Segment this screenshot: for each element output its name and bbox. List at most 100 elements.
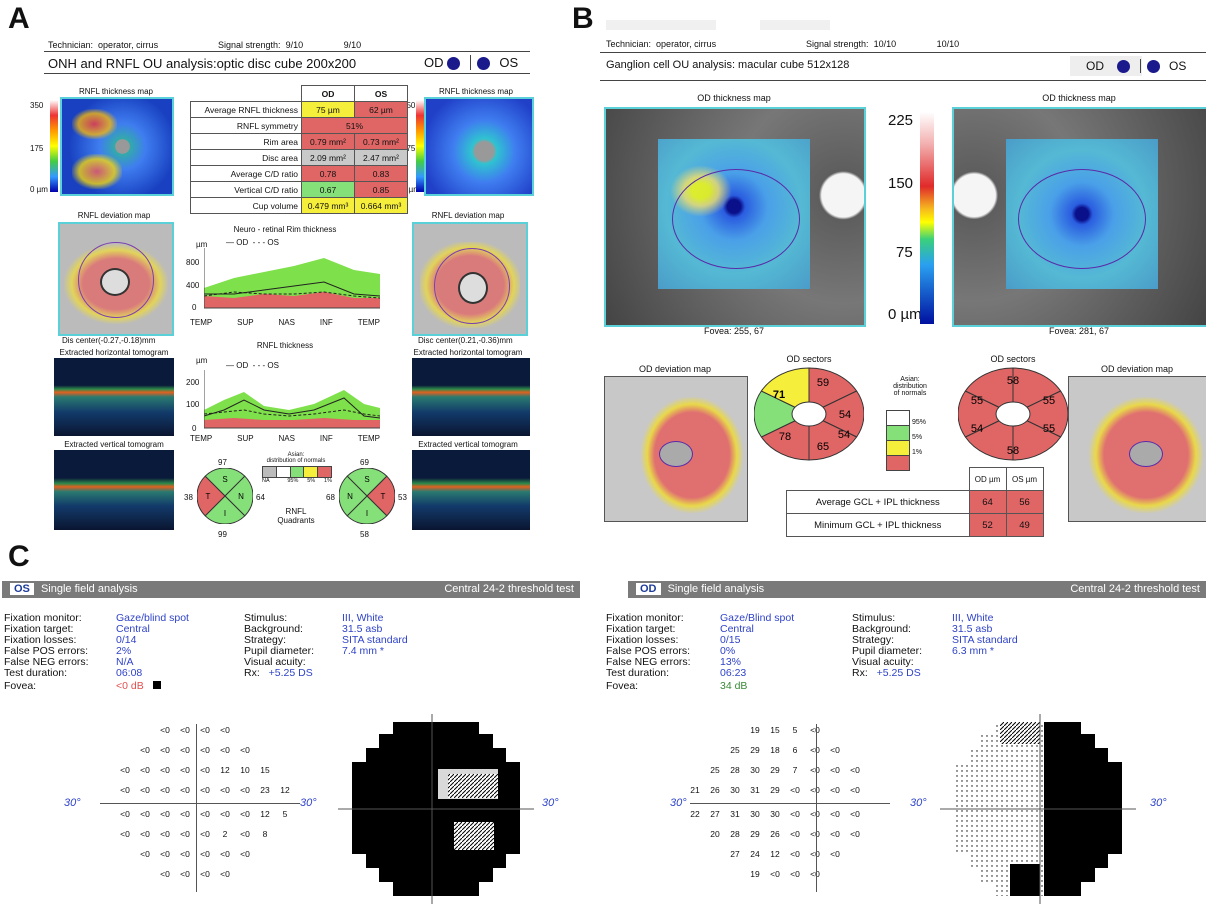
rnfl-parameter-table: OD OS Average RNFL thickness 75 µm 62 µm RN… xyxy=(190,85,408,214)
b-od-eye-icon xyxy=(1117,60,1131,74)
threshold-value: 26 xyxy=(770,829,780,839)
b-od-sectors-title: OD sectors xyxy=(786,354,832,364)
threshold-value: <0 xyxy=(810,765,820,775)
b-os-thickness-title: OD thickness map xyxy=(1042,93,1116,103)
threshold-value: <0 xyxy=(220,849,230,859)
svg-text:55: 55 xyxy=(971,395,983,407)
threshold-value: 27 xyxy=(710,809,720,819)
rim-abnormal-band xyxy=(204,292,380,308)
threshold-value: <0 xyxy=(160,785,170,795)
b-fovea-os: Fovea: 281, 67 xyxy=(1048,326,1110,336)
rim-thickness-chart xyxy=(204,248,380,309)
threshold-value: <0 xyxy=(810,725,820,735)
threshold-value: 24 xyxy=(750,849,760,859)
b-eye-indicator: OD OS xyxy=(1086,59,1187,74)
threshold-value: <0 xyxy=(810,869,820,879)
threshold-value: <0 xyxy=(850,785,860,795)
quadrant-label: RNFL Quadrants xyxy=(277,507,315,525)
threshold-value: <0 xyxy=(200,829,210,839)
threshold-value: 20 xyxy=(710,829,720,839)
threshold-value: <0 xyxy=(790,785,800,795)
threshold-value: 28 xyxy=(730,765,740,775)
threshold-value: 2 xyxy=(222,829,228,839)
threshold-value: <0 xyxy=(200,725,210,735)
rim-os-line xyxy=(204,291,380,299)
svg-text:65: 65 xyxy=(817,441,829,453)
b-thickness-colorbar xyxy=(920,112,934,324)
os-threshold-grid: <0 <0 <0 <0 <0 <0 <0 <0 <0 <0 <0 <0 <0 <0 <0 12 10 15 <0 <0… xyxy=(104,725,294,895)
svg-text:T: T xyxy=(381,492,386,501)
os-horizontal-tomogram xyxy=(412,358,530,436)
threshold-value: 6 xyxy=(792,745,798,755)
threshold-value: 25 xyxy=(710,765,720,775)
c-right-stim-labels: Stimulus: Background: Strategy: Pupil diam… xyxy=(852,612,923,679)
threshold-value: 30 xyxy=(770,809,780,819)
threshold-value: <0 xyxy=(180,725,190,735)
b-os-deviation-map xyxy=(1068,376,1206,522)
os-grayscale-plot xyxy=(338,714,534,904)
quadrant-legend-swatches xyxy=(262,466,332,478)
svg-text:54: 54 xyxy=(971,423,983,435)
threshold-value: <0 xyxy=(120,809,130,819)
threshold-value: <0 xyxy=(240,809,250,819)
quadrant-legend-labels: NA 95% 5% 1% xyxy=(262,478,332,484)
rim-od-line xyxy=(204,281,380,297)
os-rnfl-deviation-map xyxy=(412,222,528,336)
c-left-stim-labels: Stimulus: Background: Strategy: Pupil diam… xyxy=(244,612,315,679)
os-eye-icon xyxy=(476,57,490,71)
od-rnfl-deviation-title: RNFL deviation map xyxy=(77,211,151,220)
threshold-value: <0 xyxy=(810,785,820,795)
threshold-value: <0 xyxy=(160,809,170,819)
od-rnfl-quadrant-chart: S N I T xyxy=(197,468,253,524)
threshold-value: 29 xyxy=(770,785,780,795)
threshold-value: 15 xyxy=(770,725,780,735)
rnfl-chart-title: RNFL thickness xyxy=(256,341,314,350)
quadrant-legend-title: Asian: distribution of normals xyxy=(266,452,326,464)
threshold-value: <0 xyxy=(830,785,840,795)
threshold-value: <0 xyxy=(140,829,150,839)
threshold-value: 30 xyxy=(750,765,760,775)
threshold-value: 29 xyxy=(770,765,780,775)
threshold-value: <0 xyxy=(180,809,190,819)
threshold-value: <0 xyxy=(140,809,150,819)
threshold-value: 5 xyxy=(792,725,798,735)
svg-text:I: I xyxy=(366,509,368,518)
threshold-value: <0 xyxy=(140,765,150,775)
b-fovea-od: Fovea: 255, 67 xyxy=(703,326,765,336)
rnfl-thickness-chart xyxy=(204,370,380,429)
od-eye-icon xyxy=(447,57,461,71)
svg-text:58: 58 xyxy=(1007,445,1019,457)
gcl-ipl-table: OD µm OS µm Average GCL + IPL thickness 64… xyxy=(786,467,1044,537)
a-eye-indicator: OD OS xyxy=(424,55,519,71)
svg-text:55: 55 xyxy=(1043,423,1055,435)
fovea-marker-icon xyxy=(152,681,161,689)
threshold-value: <0 xyxy=(830,745,840,755)
threshold-value: <0 xyxy=(850,829,860,839)
threshold-value: 29 xyxy=(750,829,760,839)
rnfl-x-axis: TEMP SUP NAS INF TEMP xyxy=(190,434,380,443)
threshold-value: 31 xyxy=(730,809,740,819)
threshold-value: 18 xyxy=(770,745,780,755)
b-od-deviation-map xyxy=(604,376,748,522)
threshold-value: <0 xyxy=(220,785,230,795)
threshold-value: <0 xyxy=(240,785,250,795)
threshold-value: <0 xyxy=(160,849,170,859)
b-os-eye-icon xyxy=(1146,60,1160,74)
threshold-value: 12 xyxy=(260,809,270,819)
threshold-value: 12 xyxy=(220,765,230,775)
os-rnfl-map-title: RNFL thickness map xyxy=(439,87,513,96)
b-od-thickness-title: OD thickness map xyxy=(697,93,771,103)
svg-text:N: N xyxy=(238,492,244,501)
threshold-value: <0 xyxy=(180,849,190,859)
threshold-value: <0 xyxy=(810,849,820,859)
od-disc-center: Dis center(-0.27,-0.18)mm xyxy=(62,336,156,345)
threshold-value: <0 xyxy=(140,745,150,755)
panel-a-label: A xyxy=(8,2,30,35)
rnfl-os-line xyxy=(204,409,380,417)
threshold-value: <0 xyxy=(220,745,230,755)
threshold-value: <0 xyxy=(850,809,860,819)
rnfl-normal-band xyxy=(204,390,380,428)
os-vertical-tomogram-title: Extracted vertical tomogram xyxy=(418,440,518,449)
svg-text:54: 54 xyxy=(838,429,850,441)
rim-x-axis: TEMP SUP NAS INF TEMP xyxy=(190,318,380,327)
